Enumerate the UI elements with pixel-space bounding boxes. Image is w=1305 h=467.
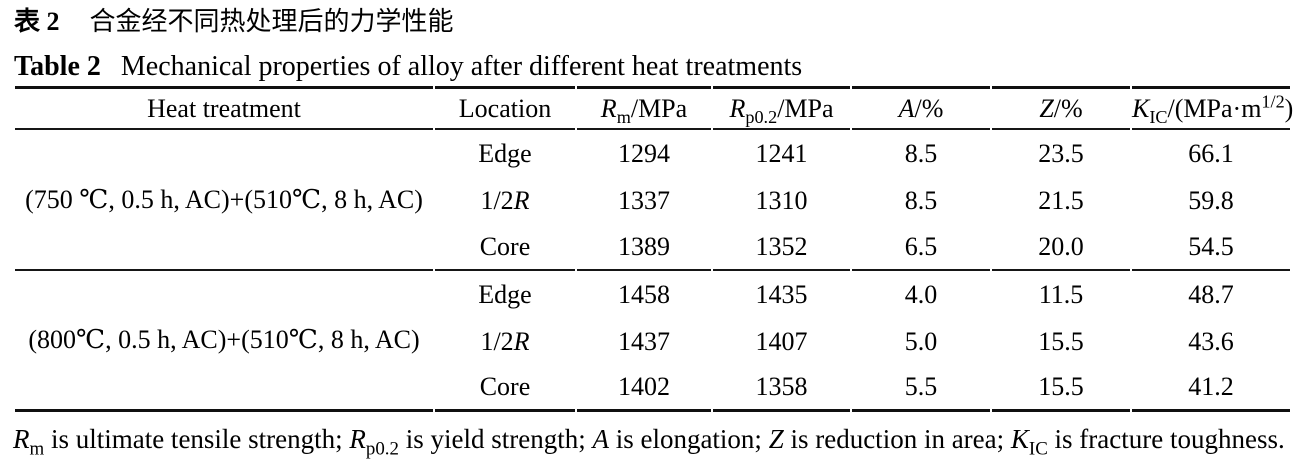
footnote-segment: IC (1028, 438, 1048, 460)
footnote-segment: p0.2 (365, 438, 399, 460)
location-cell: Edge (435, 130, 575, 177)
reduction-value: 21.5 (1038, 185, 1084, 215)
kic-symbol: K (1132, 93, 1150, 123)
column-header-rp02: Rp0.2/MPa (713, 86, 850, 130)
heat-treatment-group-750: (750 ℃, 0.5 h, AC)+(510℃, 8 h, AC) Edge … (15, 130, 1290, 271)
footnote-segment: is fracture toughness. (1047, 424, 1285, 454)
rp02-symbol: R (729, 93, 746, 123)
column-header-location: Location (435, 86, 575, 130)
kic-value: 43.6 (1188, 326, 1234, 356)
table-caption-en-text: Mechanical properties of alloy after dif… (120, 51, 803, 82)
z-unit: /% (1053, 93, 1083, 123)
rm-value: 1337 (618, 185, 670, 215)
a-symbol: A (898, 93, 915, 123)
table-caption-cn-label: 表 2 (14, 7, 60, 36)
rm-value: 1437 (618, 326, 670, 356)
reduction-value: 20.0 (992, 224, 1130, 271)
reduction-value: 11.5 (1038, 279, 1084, 309)
location-cell: 1/2R (435, 177, 575, 224)
column-header-kic: KIC/(MPa·m1/2) (1132, 86, 1293, 130)
rm-subscript: m (616, 106, 631, 127)
column-header-rm: Rm/MPa (577, 86, 711, 130)
table-row: Core 1389 1352 6.5 20.0 54.5 (15, 224, 1290, 271)
elongation-value: 4.0 (904, 279, 938, 309)
elongation-value: 6.5 (852, 224, 990, 271)
table-footnote: Rm is ultimate tensile strength; Rp0.2 i… (0, 424, 1305, 458)
footnote-segment: A (592, 424, 609, 454)
location-text: 1/2 (480, 185, 514, 215)
kic-value: 54.5 (1132, 224, 1290, 271)
footnote-segment: R (13, 424, 30, 454)
location-cell: Core (435, 365, 575, 412)
reduction-value: 15.5 (1038, 326, 1084, 356)
rp02-subscript: p0.2 (745, 106, 778, 127)
kic-unit-open: /(MPa·m (1167, 93, 1262, 123)
table-caption-en-label: Table 2 (14, 51, 101, 82)
elongation-value: 5.5 (852, 365, 990, 412)
rp02-value: 1310 (755, 185, 808, 215)
footnote-segment: Z (768, 424, 784, 454)
kic-subscript: IC (1149, 106, 1168, 127)
location-symbol: R (513, 185, 530, 215)
table-row: 1/2R 1437 1407 5.0 15.5 43.6 (15, 318, 1290, 365)
footnote-segment: K (1010, 424, 1029, 454)
table-row: (800℃, 0.5 h, AC)+(510℃, 8 h, AC) Edge 1… (15, 271, 1290, 412)
kic-value: 59.8 (1188, 185, 1234, 215)
table-header-row: Heat treatment Location Rm/MPa Rp0.2/MPa… (15, 86, 1293, 130)
location-cell: 1/2R (435, 318, 575, 365)
elongation-value: 8.5 (904, 138, 938, 168)
kic-unit-close: ) (1284, 93, 1294, 123)
rp02-value: 1435 (755, 279, 808, 309)
table-caption-en: Table 2 Mechanical properties of alloy af… (0, 52, 1305, 82)
rm-value: 1294 (618, 138, 670, 168)
kic-value: 41.2 (1132, 365, 1290, 412)
elongation-value: 5.0 (904, 326, 938, 356)
location-text: Core (479, 372, 531, 401)
column-header-reduction: Z/% (992, 86, 1130, 130)
footnote-segment: R (349, 424, 366, 454)
column-header-heat-treatment: Heat treatment (15, 86, 433, 130)
kic-value: 66.1 (1188, 138, 1234, 168)
rp02-unit: /MPa (777, 93, 834, 123)
table-row: (750 ℃, 0.5 h, AC)+(510℃, 8 h, AC) Edge … (15, 130, 1290, 271)
elongation-value: 8.5 (904, 185, 938, 215)
location-cell: Edge (435, 271, 575, 318)
column-header-elongation: A/% (852, 86, 990, 130)
rp02-value: 1407 (755, 326, 808, 356)
heat-treatment-group-800: (800℃, 0.5 h, AC)+(510℃, 8 h, AC) Edge 1… (15, 271, 1290, 412)
rm-value: 1389 (577, 224, 711, 271)
reduction-value: 23.5 (1038, 138, 1084, 168)
table-caption-cn: 表 2 合金经不同热处理后的力学性能 (0, 0, 1305, 37)
heat-treatment-cell-800: (800℃, 0.5 h, AC)+(510℃, 8 h, AC) (15, 271, 433, 412)
heat-treatment-cell-750: (750 ℃, 0.5 h, AC)+(510℃, 8 h, AC) (15, 130, 433, 271)
footnote-segment: is elongation; (608, 424, 769, 454)
kic-value: 48.7 (1188, 279, 1234, 309)
table-row: 1/2R 1337 1310 8.5 21.5 59.8 (15, 177, 1290, 224)
rm-unit: /MPa (630, 93, 688, 123)
location-cell: Core (435, 224, 575, 271)
rm-value: 1458 (618, 279, 670, 309)
location-text: 1/2 (480, 326, 514, 356)
table-caption-cn-text: 合金经不同热处理后的力学性能 (89, 7, 454, 36)
footnote-segment: is reduction in area; (783, 424, 1011, 454)
rp02-value: 1241 (755, 138, 808, 168)
a-unit: /% (914, 93, 944, 123)
location-text: Edge (478, 279, 532, 309)
rm-value: 1402 (577, 365, 711, 412)
mechanical-properties-table: Heat treatment Location Rm/MPa Rp0.2/MPa… (13, 86, 1293, 412)
location-text: Core (479, 231, 531, 261)
footnote-segment: m (29, 438, 45, 460)
location-text: Edge (478, 138, 532, 168)
rm-symbol: R (600, 93, 617, 123)
kic-exponent: 1/2 (1261, 90, 1285, 111)
reduction-value: 15.5 (992, 365, 1130, 412)
rp02-value: 1352 (713, 224, 850, 271)
footnote-segment: is ultimate tensile strength; (44, 424, 350, 454)
table-row: Core 1402 1358 5.5 15.5 41.2 (15, 365, 1290, 412)
location-symbol: R (513, 326, 530, 356)
rp02-value: 1358 (713, 365, 850, 412)
footnote-segment: is yield strength; (398, 424, 593, 454)
z-symbol: Z (1039, 93, 1054, 123)
